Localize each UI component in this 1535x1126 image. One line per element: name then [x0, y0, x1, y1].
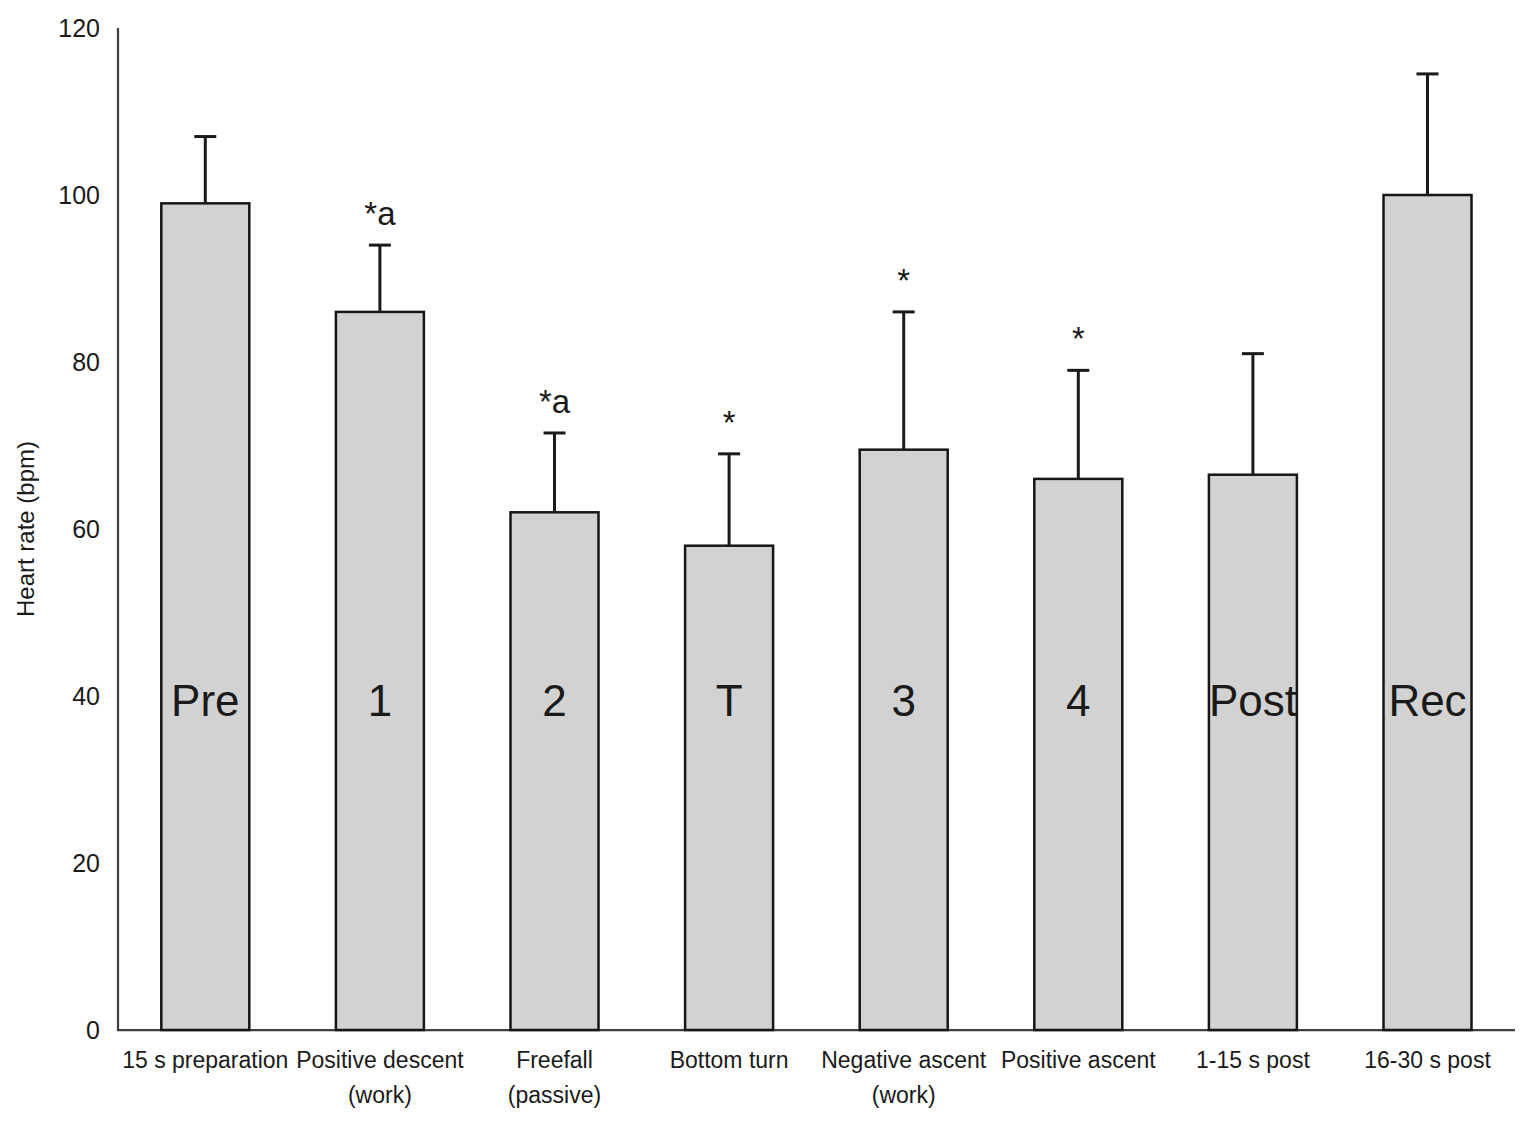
- y-tick-label: 100: [58, 181, 100, 209]
- y-tick-label: 40: [72, 682, 100, 710]
- y-tick-label: 0: [86, 1016, 100, 1044]
- x-category-label: 15 s preparation: [122, 1047, 288, 1073]
- x-category-label: Positive descent: [296, 1047, 464, 1073]
- significance-annotation: *: [723, 404, 736, 441]
- significance-annotation: *a: [364, 195, 396, 232]
- y-axis-title: Heart rate (bpm): [12, 441, 39, 617]
- x-category-label: Freefall: [516, 1047, 593, 1073]
- bar-inner-label: 3: [891, 676, 915, 725]
- y-tick-label: 60: [72, 515, 100, 543]
- bar-inner-label: T: [716, 676, 743, 725]
- y-tick-label: 80: [72, 348, 100, 376]
- bar-inner-label: 2: [542, 676, 566, 725]
- significance-annotation: *a: [539, 383, 571, 420]
- x-category-label: Bottom turn: [670, 1047, 789, 1073]
- bar-inner-label: Post: [1209, 676, 1297, 725]
- heart-rate-bar-chart: Heart rate (bpm) 0 20 40 60 80 100 120 Pre 15 s …: [0, 0, 1535, 1126]
- bar-t: [685, 546, 773, 1030]
- x-category-label: Positive ascent: [1001, 1047, 1156, 1073]
- bar-4: [1034, 479, 1122, 1030]
- bar-2: [511, 512, 599, 1030]
- significance-annotation: *: [1072, 320, 1085, 357]
- significance-annotation: *: [897, 262, 910, 299]
- x-category-label: (passive): [508, 1082, 601, 1108]
- bar-3: [860, 450, 948, 1030]
- bar-inner-label: 1: [368, 676, 392, 725]
- chart-content: 0 20 40 60 80 100 120 Pre 15 s preparation 1 *a Pos…: [58, 14, 1491, 1108]
- bar-post: [1209, 475, 1297, 1030]
- x-category-label: 1-15 s post: [1196, 1047, 1310, 1073]
- bar-1: [336, 312, 424, 1030]
- x-category-label: (work): [348, 1082, 412, 1108]
- bar-inner-label: Rec: [1388, 676, 1466, 725]
- bar-rec: [1384, 195, 1472, 1030]
- bar-inner-label: Pre: [171, 676, 239, 725]
- bar-inner-label: 4: [1066, 676, 1090, 725]
- chart-page: Heart rate (bpm) 0 20 40 60 80 100 120 Pre 15 s …: [0, 0, 1535, 1126]
- y-tick-label: 120: [58, 14, 100, 42]
- x-category-label: (work): [872, 1082, 936, 1108]
- bar-pre: [161, 203, 249, 1030]
- y-tick-label: 20: [72, 849, 100, 877]
- x-category-label: Negative ascent: [821, 1047, 987, 1073]
- x-category-label: 16-30 s post: [1364, 1047, 1491, 1073]
